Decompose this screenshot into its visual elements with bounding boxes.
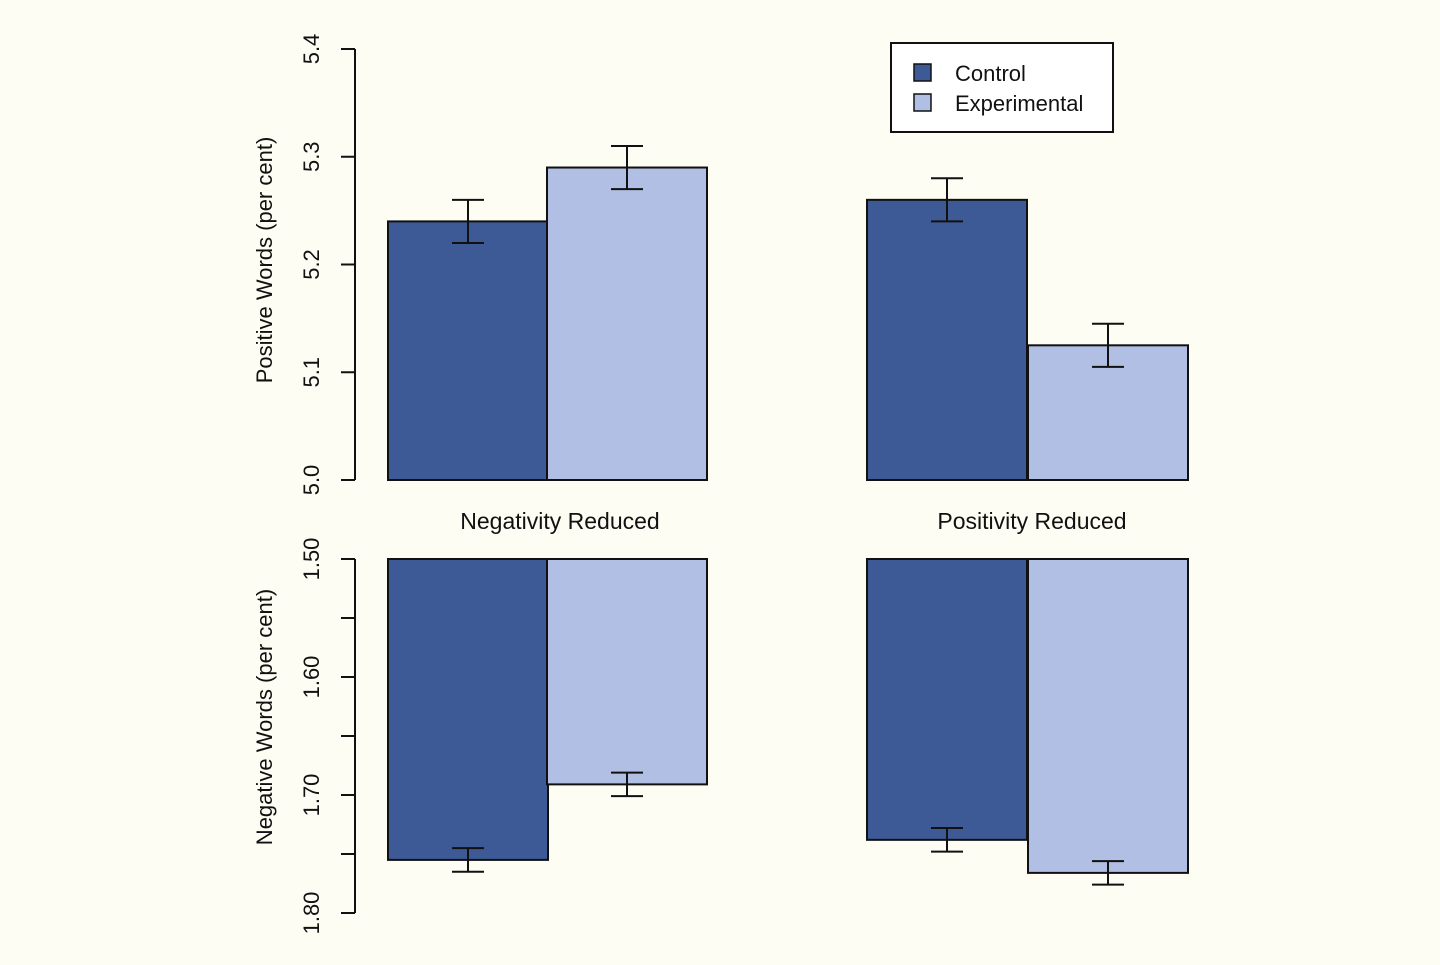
legend: Control Experimental <box>890 42 1114 133</box>
panel0-bar-control-group1 <box>866 198 1028 481</box>
panel0-bar-experimental-group0 <box>546 166 708 481</box>
panel1-bar-experimental-group1 <box>1027 558 1189 874</box>
panel0-y-tick-label: 5.0 <box>299 465 324 496</box>
panel0-y-tick-label: 5.1 <box>299 357 324 388</box>
panel1-bar-control-group0 <box>387 558 549 861</box>
panel1-bar-control-group1 <box>866 558 1028 841</box>
group-labels: Negativity Reduced Positivity Reduced <box>460 508 1126 534</box>
legend-label-control: Control <box>955 61 1026 86</box>
group-label-positivity-reduced: Positivity Reduced <box>937 508 1126 534</box>
top-ylabel: Positive Words (per cent) <box>252 137 277 384</box>
panel1-y-tick-label: 1.60 <box>299 656 324 699</box>
panel1-y-tick-label: 1.80 <box>299 892 324 935</box>
panel0-y-tick-label: 5.3 <box>299 141 324 172</box>
panel1-y-tick-label: 1.70 <box>299 774 324 817</box>
group-label-negativity-reduced: Negativity Reduced <box>460 508 659 534</box>
legend-swatch-experimental <box>913 93 932 112</box>
legend-swatch-control <box>913 63 932 82</box>
panel0-y-tick-label: 5.2 <box>299 249 324 280</box>
legend-box <box>890 42 1114 133</box>
panel1-bar-experimental-group0 <box>546 558 708 786</box>
top-panel: Positive Words (per cent) 5.0 5.1 5.2 5.3 5.… <box>252 34 1189 496</box>
panel0-y-tick-label: 5.4 <box>299 34 324 65</box>
legend-label-experimental: Experimental <box>955 91 1083 116</box>
bottom-ylabel: Negative Words (per cent) <box>252 589 277 845</box>
panel0-bar-control-group0 <box>387 220 549 481</box>
bottom-panel: Negative Words (per cent) 1.50 1.60 1.70 1.… <box>252 538 1189 935</box>
panel1-y-tick-label: 1.50 <box>299 538 324 581</box>
